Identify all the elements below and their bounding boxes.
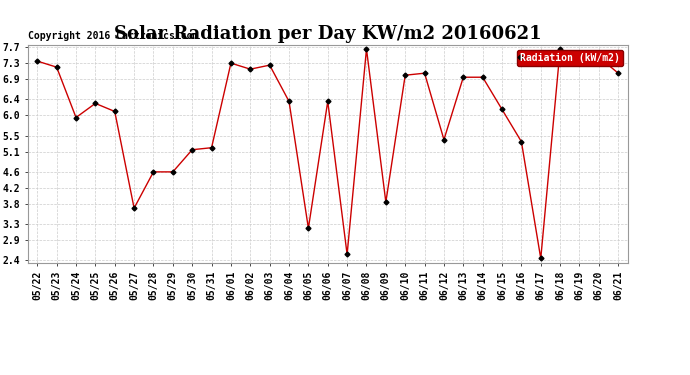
Radiation (kW/m2) xyxy=(459,75,467,80)
Radiation (kW/m2) xyxy=(285,99,293,104)
Radiation (kW/m2) xyxy=(518,140,526,144)
Radiation (kW/m2) xyxy=(130,206,138,210)
Radiation (kW/m2) xyxy=(537,256,545,261)
Radiation (kW/m2) xyxy=(304,226,313,231)
Radiation (kW/m2) xyxy=(52,65,61,69)
Text: Copyright 2016 Cartronics.com: Copyright 2016 Cartronics.com xyxy=(28,31,198,40)
Line: Radiation (kW/m2): Radiation (kW/m2) xyxy=(36,47,620,260)
Radiation (kW/m2) xyxy=(149,170,157,174)
Title: Solar Radiation per Day KW/m2 20160621: Solar Radiation per Day KW/m2 20160621 xyxy=(114,26,542,44)
Radiation (kW/m2) xyxy=(33,59,41,63)
Radiation (kW/m2) xyxy=(91,101,99,106)
Radiation (kW/m2) xyxy=(168,170,177,174)
Radiation (kW/m2) xyxy=(401,73,409,78)
Radiation (kW/m2) xyxy=(324,99,332,104)
Radiation (kW/m2) xyxy=(575,61,584,65)
Radiation (kW/m2) xyxy=(72,115,80,120)
Radiation (kW/m2) xyxy=(556,47,564,51)
Radiation (kW/m2) xyxy=(227,61,235,65)
Radiation (kW/m2) xyxy=(266,63,274,68)
Radiation (kW/m2) xyxy=(420,71,428,75)
Radiation (kW/m2) xyxy=(440,137,448,142)
Radiation (kW/m2) xyxy=(498,107,506,112)
Radiation (kW/m2) xyxy=(382,200,390,204)
Radiation (kW/m2) xyxy=(362,47,371,51)
Radiation (kW/m2) xyxy=(246,67,255,71)
Radiation (kW/m2) xyxy=(595,55,603,59)
Legend: Radiation (kW/m2): Radiation (kW/m2) xyxy=(518,50,623,66)
Radiation (kW/m2) xyxy=(614,71,622,75)
Radiation (kW/m2) xyxy=(479,75,487,80)
Radiation (kW/m2) xyxy=(188,147,197,152)
Radiation (kW/m2) xyxy=(208,146,216,150)
Radiation (kW/m2) xyxy=(110,109,119,114)
Radiation (kW/m2) xyxy=(343,252,351,257)
